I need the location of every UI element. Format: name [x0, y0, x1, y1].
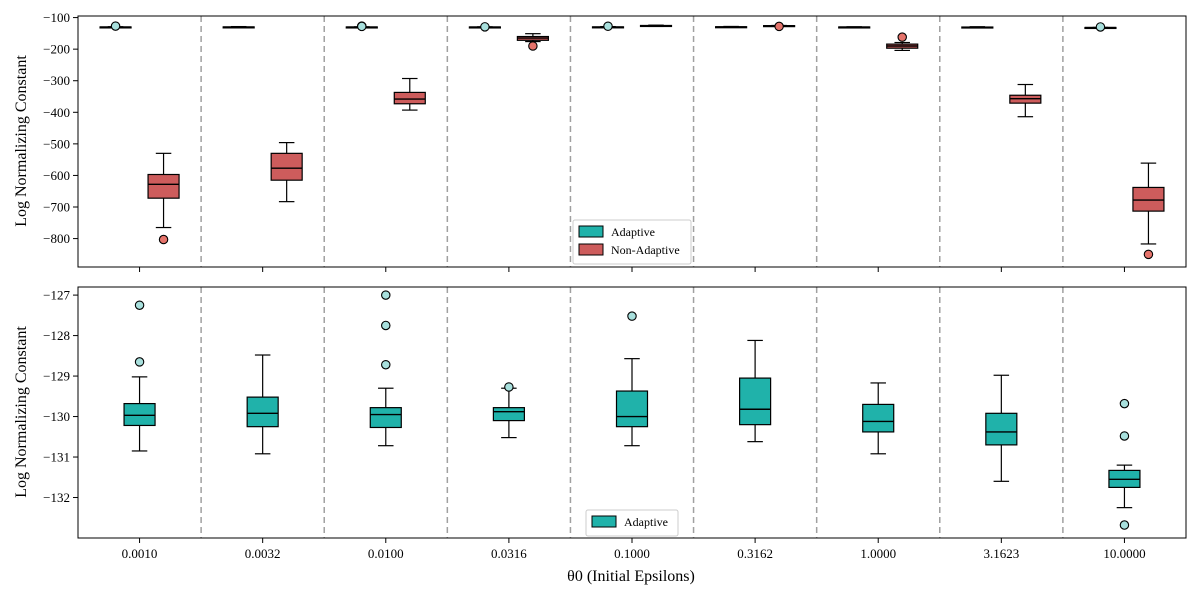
outlier-point: [134, 357, 145, 367]
box-adaptive-0.0010: [123, 300, 156, 452]
box-adaptive-0.1000: [615, 311, 649, 447]
y-tick-label: −129: [43, 369, 70, 384]
box-adaptive-0.0316: [492, 382, 525, 439]
box-adaptive-0.0100: [345, 21, 378, 32]
legend-swatch: [578, 243, 604, 256]
iqr-box: [369, 407, 402, 429]
box-non-adaptive-3.1623: [1009, 83, 1042, 118]
y-tick-label: −400: [43, 105, 70, 120]
iqr-box: [615, 390, 649, 428]
outlier-point: [627, 311, 637, 321]
bottom-panel: −127 −128 −129 −130 −131 −132 0.0010 0.0032 0.01…: [43, 286, 1187, 561]
y-tick-label: −128: [43, 328, 70, 343]
legend-label: Adaptive: [611, 225, 655, 239]
x-axis-label: θ0 (Initial Epsilons): [567, 568, 695, 585]
outlier-point: [110, 21, 121, 31]
iqr-box: [1132, 186, 1165, 212]
iqr-box: [739, 377, 772, 426]
iqr-box: [985, 412, 1018, 446]
bottom-y-axis-label: Log Normalizing Constant: [13, 326, 30, 498]
legend-label: Non-Adaptive: [611, 243, 680, 257]
y-tick-label: −200: [43, 42, 70, 57]
box-adaptive-0.0032: [222, 25, 255, 29]
x-tick-label: 0.1000: [614, 546, 650, 561]
y-tick-label: −127: [43, 288, 70, 303]
outlier-point: [134, 300, 145, 310]
box-non-adaptive-0.0316: [516, 33, 549, 51]
box-adaptive-10.0000: [1084, 22, 1117, 32]
box-adaptive-0.0316: [468, 22, 501, 32]
box-adaptive-0.3162: [715, 25, 748, 29]
iqr-box: [147, 173, 180, 199]
box-adaptive-0.1000: [591, 21, 625, 32]
legend-label: Adaptive: [624, 515, 668, 529]
box-adaptive-10.0000: [1108, 398, 1141, 530]
outlier-point: [381, 320, 391, 331]
outlier-point: [480, 22, 490, 32]
box-non-adaptive-1.0000: [886, 32, 919, 52]
box-non-adaptive-0.1000: [639, 24, 673, 28]
top-y-axis-label: Log Normalizing Constant: [13, 55, 30, 227]
outlier-point: [603, 21, 613, 32]
box-adaptive-1.0000: [862, 382, 895, 455]
y-tick-label: −500: [43, 136, 70, 151]
box-non-adaptive-0.3162: [763, 21, 796, 32]
x-tick-label: 10.0000: [1103, 546, 1145, 561]
legend: Adaptive: [585, 509, 679, 537]
outlier-point: [774, 21, 784, 32]
outlier-point: [1119, 398, 1130, 409]
outlier-point: [381, 290, 391, 300]
y-tick-label: −700: [43, 200, 70, 215]
outlier-point: [1143, 249, 1154, 260]
iqr-box: [270, 152, 303, 181]
y-tick-label: −100: [43, 10, 70, 25]
x-tick-label: 0.0100: [368, 546, 404, 561]
axes-frame: [77, 15, 1187, 268]
y-tick-label: −132: [43, 490, 70, 505]
outlier-point: [504, 382, 514, 392]
box-non-adaptive-0.0100: [393, 77, 426, 111]
legend-swatch: [578, 225, 604, 238]
outlier-point: [897, 32, 907, 42]
box-non-adaptive-0.0010: [147, 152, 180, 245]
outlier-point: [357, 21, 367, 32]
x-tick-label: 0.0010: [122, 546, 158, 561]
box-adaptive-3.1623: [961, 26, 994, 29]
x-tick-label: 0.0316: [491, 546, 527, 561]
legend: Adaptive Non-Adaptive: [572, 219, 692, 265]
iqr-box: [246, 396, 279, 428]
outlier-point: [158, 234, 169, 245]
box-non-adaptive-0.0032: [270, 142, 303, 203]
y-tick-label: −800: [43, 231, 70, 246]
legend-swatch: [591, 515, 617, 528]
axes-frame: [77, 286, 1187, 539]
iqr-box: [123, 402, 156, 427]
top-panel: −100 −200 −300 −400 −500 −600 −700 −800 Adaptive…: [43, 10, 1187, 272]
x-tick-label: 0.0032: [245, 546, 281, 561]
box-adaptive-0.3162: [739, 339, 772, 443]
outlier-point: [381, 359, 391, 370]
box-adaptive-1.0000: [838, 26, 871, 29]
outlier-point: [1095, 22, 1106, 32]
iqr-box: [492, 407, 525, 422]
outlier-point: [528, 41, 538, 51]
iqr-box: [393, 91, 426, 105]
outlier-point: [1119, 520, 1130, 530]
box-adaptive-0.0010: [99, 21, 132, 31]
x-tick-label: 0.3162: [737, 546, 773, 561]
iqr-box: [862, 403, 895, 433]
y-tick-label: −131: [43, 450, 70, 465]
outlier-point: [1119, 431, 1130, 441]
box-adaptive-0.0032: [246, 354, 279, 455]
box-non-adaptive-10.0000: [1132, 162, 1165, 260]
x-tick-label: 1.0000: [860, 546, 896, 561]
box-adaptive-0.0100: [369, 290, 402, 447]
x-tick-label: 3.1623: [983, 546, 1019, 561]
box-adaptive-3.1623: [985, 374, 1018, 482]
y-tick-label: −600: [43, 168, 70, 183]
y-tick-label: −130: [43, 409, 70, 424]
y-tick-label: −300: [43, 73, 70, 88]
